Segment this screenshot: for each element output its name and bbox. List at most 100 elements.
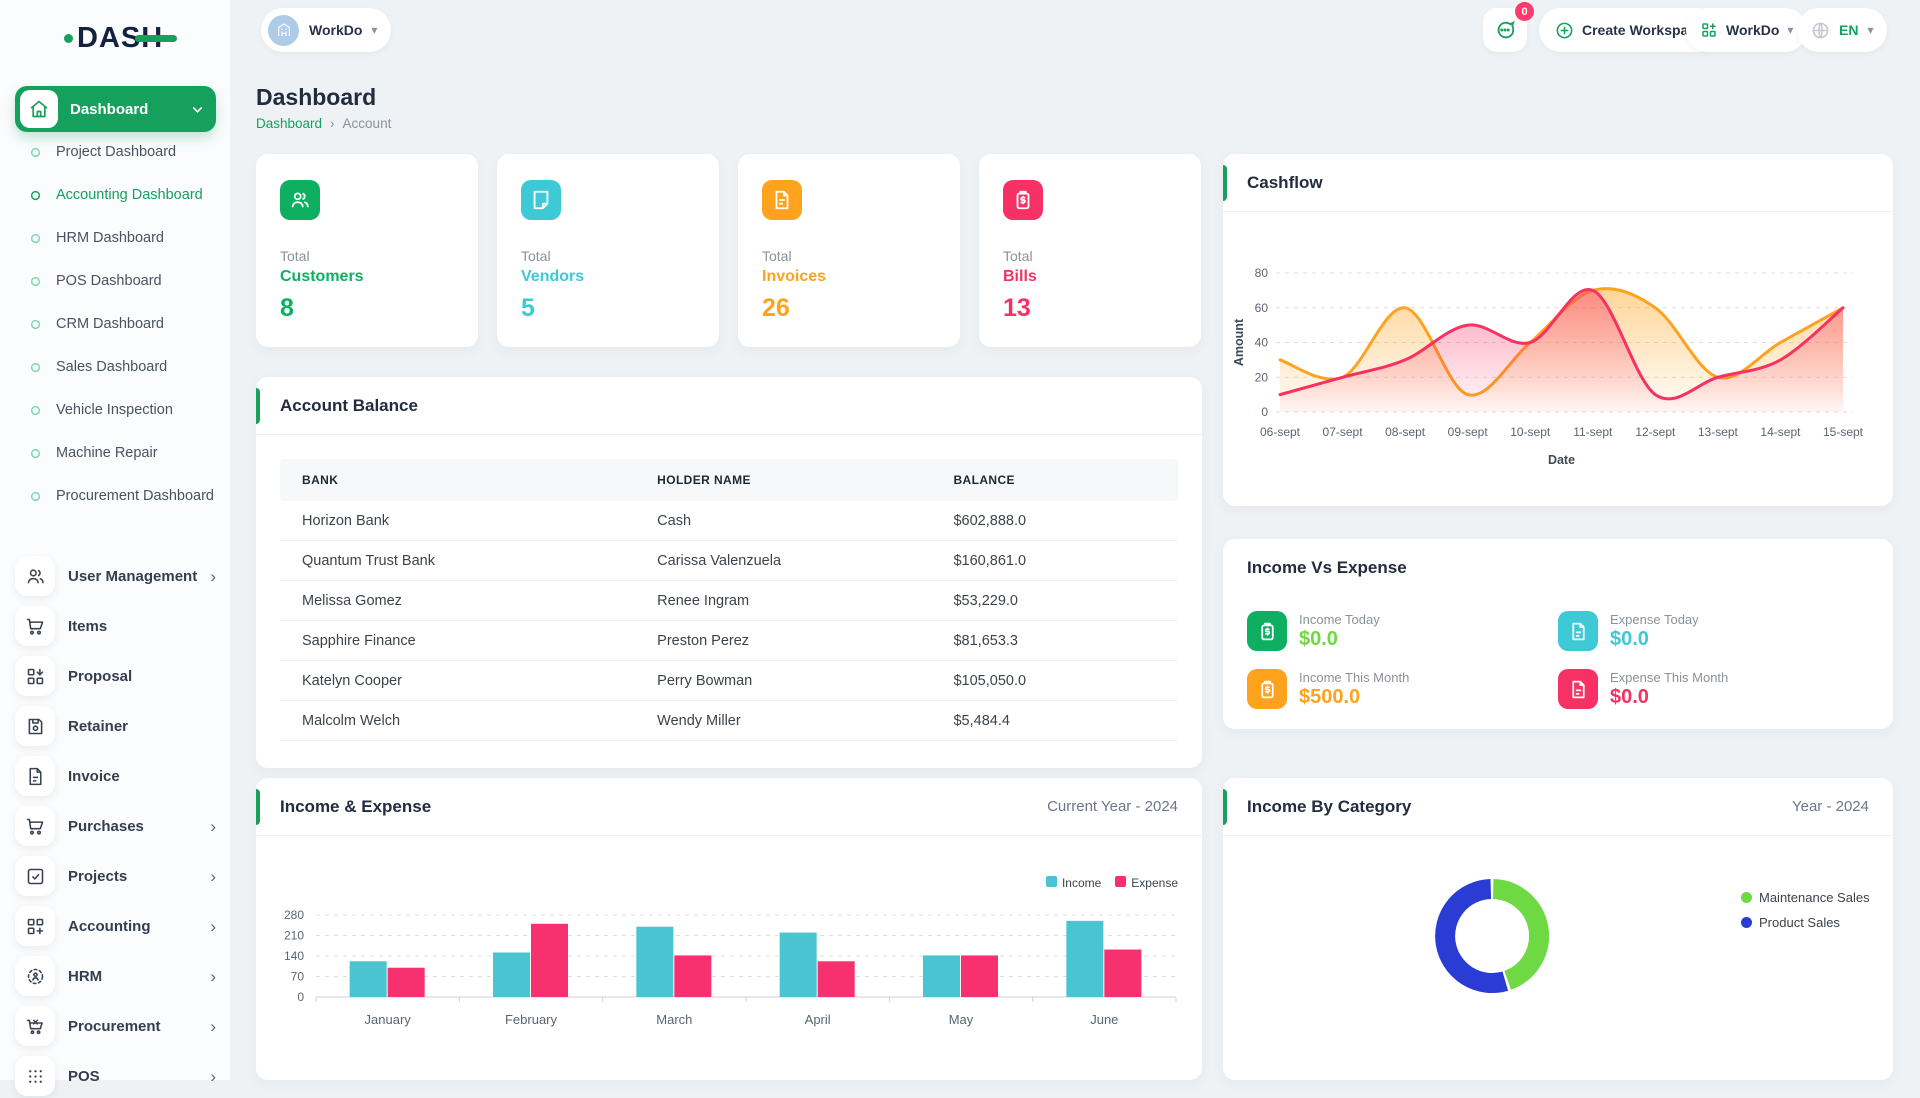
breadcrumb-dashboard-link[interactable]: Dashboard (256, 116, 323, 131)
income-by-category-year: Year - 2024 (1791, 798, 1869, 815)
pos-icon (15, 1056, 55, 1096)
sidebar-item-label: Procurement (68, 1017, 161, 1035)
app-logo[interactable]: DASH (64, 18, 178, 58)
sidebar-item-hrm[interactable]: HRM › (15, 954, 216, 998)
legend-product-sales[interactable]: Product Sales (1741, 915, 1870, 930)
sidebar-group-dashboard[interactable]: Dashboard (15, 86, 216, 132)
sidebar-item-crm-dashboard[interactable]: CRM Dashboard (0, 315, 230, 334)
sidebar-item-proposal[interactable]: Proposal (15, 654, 216, 698)
sidebar-item-label: Sales Dashboard (56, 359, 168, 375)
svg-text:14-sept: 14-sept (1760, 425, 1801, 439)
legend-expense[interactable]: Expense (1115, 876, 1178, 890)
sidebar-item-sales-dashboard[interactable]: Sales Dashboard (0, 358, 230, 377)
tile-expense-this-month: Expense This Month $0.0 (1558, 669, 1869, 709)
logo-dash-icon (135, 35, 178, 42)
stat-label: Vendors (521, 268, 585, 285)
stat-card-invoices[interactable]: Total Invoices 26 (738, 154, 960, 347)
stat-label: Invoices (762, 268, 827, 285)
language-selector[interactable]: EN ▾ (1797, 8, 1888, 52)
legend-income[interactable]: Income (1045, 876, 1101, 890)
svg-text:06-sept: 06-sept (1260, 425, 1301, 439)
workspace-switcher[interactable]: WorkDo ▾ (261, 8, 392, 52)
income-expense-chart: 0 70 140 210 280 January February March April May… (284, 908, 1177, 1027)
proposal-icon (15, 656, 55, 696)
expense-file-icon (1558, 669, 1598, 709)
sidebar-item-items[interactable]: Items (15, 604, 216, 648)
user-management-icon (15, 556, 55, 596)
chevron-down-icon: ▾ (1867, 23, 1874, 37)
tile-value: $500.0 (1299, 685, 1361, 708)
table-cell: Renee Ingram (657, 592, 750, 609)
hrm-icon (15, 956, 55, 996)
tile-label: Expense Today (1610, 611, 1699, 627)
sidebar-item-invoice[interactable]: Invoice (15, 754, 216, 798)
table-cell: $5,484.4 (953, 712, 1010, 729)
legend-maintenance-sales[interactable]: Maintenance Sales (1741, 890, 1870, 905)
sidebar: DASH Dashboard Project Dashboard Accounti… (0, 0, 230, 1096)
cashflow-chart: 80 60 40 20 0 06-sept 07-sept 08-sept 09-sept 10-… (1232, 266, 1864, 467)
invoice-icon (15, 756, 55, 796)
circle-bullet-icon (30, 319, 41, 330)
sidebar-item-label: HRM (68, 967, 103, 985)
breadcrumb-current: Account (342, 116, 392, 131)
procurement-icon (15, 1006, 55, 1046)
sidebar-item-procurement[interactable]: Procurement › (15, 1004, 216, 1048)
svg-text:210: 210 (284, 929, 304, 943)
svg-text:15-sept: 15-sept (1823, 425, 1864, 439)
table-cell: $602,888.0 (953, 512, 1027, 529)
sidebar-item-label: Accounting (68, 917, 151, 935)
account-balance-title: Account Balance (280, 395, 418, 415)
circle-bullet-icon (30, 362, 41, 373)
sidebar-item-label: CRM Dashboard (56, 316, 164, 332)
globe-icon (1812, 22, 1829, 38)
sidebar-item-pos-dashboard[interactable]: POS Dashboard (0, 272, 230, 291)
svg-text:280: 280 (284, 908, 304, 922)
retainer-icon (15, 706, 55, 746)
stat-label: Customers (280, 268, 364, 285)
stat-value: 26 (762, 294, 790, 322)
tile-label: Income Today (1299, 611, 1380, 627)
tile-expense-today: Expense Today $0.0 (1558, 611, 1869, 651)
sidebar-item-label: Machine Repair (56, 445, 158, 461)
tile-income-this-month: Income This Month $500.0 (1247, 669, 1558, 709)
sidebar-item-machine-repair[interactable]: Machine Repair (0, 444, 230, 463)
tile-label: Income This Month (1299, 669, 1410, 685)
sidebar-item-projects[interactable]: Projects › (15, 854, 216, 898)
sidebar-item-hrm-dashboard[interactable]: HRM Dashboard (0, 229, 230, 248)
sidebar-item-label: Accounting Dashboard (56, 187, 203, 203)
sidebar-item-label: POS Dashboard (56, 273, 162, 289)
sidebar-item-project-dashboard[interactable]: Project Dashboard (0, 143, 230, 162)
workdo-menu-button[interactable]: WorkDo ▾ (1686, 8, 1808, 52)
stat-value: 8 (280, 294, 294, 322)
sidebar-item-retainer[interactable]: Retainer (15, 704, 216, 748)
stat-card-vendors[interactable]: Total Vendors 5 (497, 154, 719, 347)
sidebar-item-label: Projects (68, 867, 128, 885)
sidebar-item-accounting-dashboard[interactable]: Accounting Dashboard (0, 186, 230, 205)
messages-button[interactable]: 0 (1483, 2, 1534, 52)
legend-dot-icon (1741, 892, 1752, 903)
svg-text:March: March (656, 1012, 692, 1027)
invoices-icon (762, 180, 802, 220)
circle-bullet-icon (30, 233, 41, 244)
sidebar-item-purchases[interactable]: Purchases › (15, 804, 216, 848)
sidebar-item-pos[interactable]: POS › (15, 1054, 216, 1098)
stat-card-bills[interactable]: Total Bills 13 (979, 154, 1201, 347)
table-cell: Carissa Valenzuela (657, 552, 782, 569)
svg-text:80: 80 (1255, 266, 1269, 280)
svg-text:13-sept: 13-sept (1698, 425, 1739, 439)
tile-value: $0.0 (1299, 627, 1338, 650)
donut-legend: Maintenance Sales Product Sales (1741, 890, 1870, 940)
svg-text:140: 140 (284, 949, 304, 963)
stat-card-customers[interactable]: Total Customers 8 (256, 154, 478, 347)
workspace-name: WorkDo (309, 22, 363, 38)
income-clipboard-icon (1247, 669, 1287, 709)
sidebar-item-accounting[interactable]: Accounting › (15, 904, 216, 948)
sidebar-item-procurement-dashboard[interactable]: Procurement Dashboard (0, 487, 230, 506)
legend-label: Product Sales (1759, 915, 1840, 930)
income-by-category-chart (1435, 879, 1550, 993)
sidebar-item-vehicle-inspection[interactable]: Vehicle Inspection (0, 401, 230, 420)
sidebar-item-user-management[interactable]: User Management › (15, 554, 216, 598)
sidebar-item-label: Items (68, 617, 108, 635)
stat-value: 5 (521, 294, 535, 322)
cart-icon (15, 806, 55, 846)
